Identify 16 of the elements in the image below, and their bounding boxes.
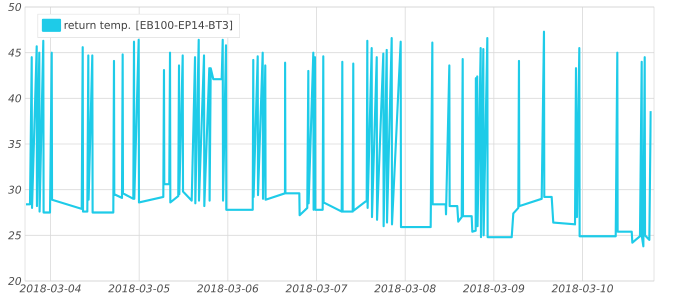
- x-tick-label: 2018-03-08: [374, 284, 436, 292]
- y-tick-label: 40: [8, 94, 22, 102]
- y-tick-label: 30: [8, 186, 22, 194]
- y-tick-label: 20: [8, 276, 22, 286]
- x-tick-label: 2018-03-06: [196, 284, 258, 292]
- x-tick-label: 2018-03-09: [462, 284, 524, 292]
- y-tick-label: 50: [8, 2, 22, 12]
- y-tick-label: 35: [8, 140, 22, 148]
- x-tick-label: 2018-03-10: [552, 284, 613, 292]
- y-tick-label: 45: [8, 48, 22, 57]
- line-series: [25, 30, 652, 248]
- y-tick-label: 25: [8, 231, 22, 240]
- legend-label: return temp. [EB100-EP14-BT3]: [64, 20, 232, 32]
- x-tick-label: 2018-03-04: [20, 284, 81, 292]
- x-tick-label: 2018-03-07: [286, 284, 348, 292]
- x-tick-label: 2018-03-05: [108, 284, 170, 292]
